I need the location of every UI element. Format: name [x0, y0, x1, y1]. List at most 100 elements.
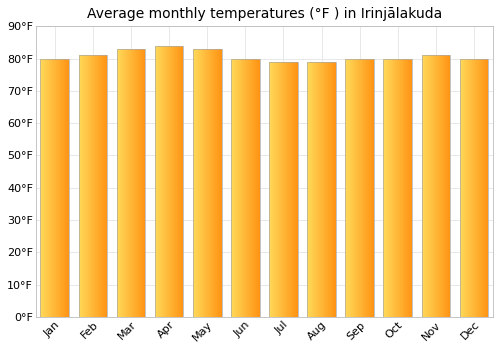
Bar — [220, 49, 221, 317]
Bar — [179, 46, 180, 317]
Bar — [207, 49, 208, 317]
Bar — [273, 62, 274, 317]
Bar — [292, 62, 293, 317]
Bar — [257, 58, 258, 317]
Bar — [241, 58, 242, 317]
Bar — [471, 58, 472, 317]
Bar — [423, 55, 424, 317]
Bar — [485, 58, 486, 317]
Bar — [483, 58, 484, 317]
Bar — [106, 55, 107, 317]
Bar — [175, 46, 176, 317]
Bar — [64, 58, 65, 317]
Bar — [102, 55, 103, 317]
Bar — [308, 62, 309, 317]
Bar — [246, 58, 247, 317]
Bar — [472, 58, 473, 317]
Bar — [172, 46, 173, 317]
Bar — [275, 62, 276, 317]
Bar — [61, 58, 62, 317]
Bar — [276, 62, 277, 317]
Bar — [166, 46, 167, 317]
Bar — [468, 58, 469, 317]
Bar — [422, 55, 423, 317]
Bar — [430, 55, 431, 317]
Bar — [318, 62, 319, 317]
Bar — [52, 58, 53, 317]
Bar — [59, 58, 60, 317]
Bar — [194, 49, 195, 317]
Bar — [63, 58, 64, 317]
Bar — [79, 55, 80, 317]
Bar — [443, 55, 444, 317]
Bar — [449, 55, 450, 317]
Bar — [96, 55, 97, 317]
Bar — [256, 58, 257, 317]
Bar — [368, 58, 369, 317]
Bar — [425, 55, 426, 317]
Bar — [277, 62, 278, 317]
Bar — [144, 49, 145, 317]
Bar — [89, 55, 90, 317]
Bar — [231, 58, 260, 317]
Bar — [446, 55, 447, 317]
Bar — [255, 58, 256, 317]
Bar — [370, 58, 371, 317]
Bar — [143, 49, 144, 317]
Bar — [211, 49, 212, 317]
Bar — [274, 62, 275, 317]
Bar — [476, 58, 477, 317]
Bar — [244, 58, 245, 317]
Bar — [284, 62, 285, 317]
Bar — [312, 62, 313, 317]
Bar — [329, 62, 330, 317]
Bar — [350, 58, 351, 317]
Bar — [206, 49, 207, 317]
Bar — [479, 58, 480, 317]
Bar — [396, 58, 397, 317]
Bar — [445, 55, 446, 317]
Bar — [441, 55, 442, 317]
Bar — [424, 55, 425, 317]
Bar — [43, 58, 44, 317]
Bar — [208, 49, 209, 317]
Bar — [411, 58, 412, 317]
Bar — [62, 58, 63, 317]
Bar — [282, 62, 283, 317]
Bar — [200, 49, 201, 317]
Bar — [436, 55, 437, 317]
Bar — [384, 58, 385, 317]
Bar — [356, 58, 357, 317]
Bar — [139, 49, 140, 317]
Bar — [116, 49, 117, 317]
Bar — [205, 49, 206, 317]
Bar — [215, 49, 216, 317]
Bar — [91, 55, 92, 317]
Bar — [157, 46, 158, 317]
Bar — [279, 62, 280, 317]
Bar — [392, 58, 393, 317]
Bar — [95, 55, 96, 317]
Bar — [355, 58, 356, 317]
Bar — [461, 58, 462, 317]
Bar — [196, 49, 197, 317]
Bar — [163, 46, 164, 317]
Bar — [130, 49, 131, 317]
Bar — [327, 62, 328, 317]
Bar — [478, 58, 479, 317]
Bar — [181, 46, 182, 317]
Bar — [155, 46, 156, 317]
Bar — [99, 55, 100, 317]
Bar — [365, 58, 366, 317]
Bar — [118, 49, 119, 317]
Bar — [204, 49, 205, 317]
Bar — [247, 58, 248, 317]
Bar — [322, 62, 323, 317]
Bar — [156, 46, 157, 317]
Bar — [213, 49, 214, 317]
Bar — [140, 49, 141, 317]
Bar — [434, 55, 435, 317]
Bar — [270, 62, 271, 317]
Bar — [323, 62, 324, 317]
Bar — [480, 58, 481, 317]
